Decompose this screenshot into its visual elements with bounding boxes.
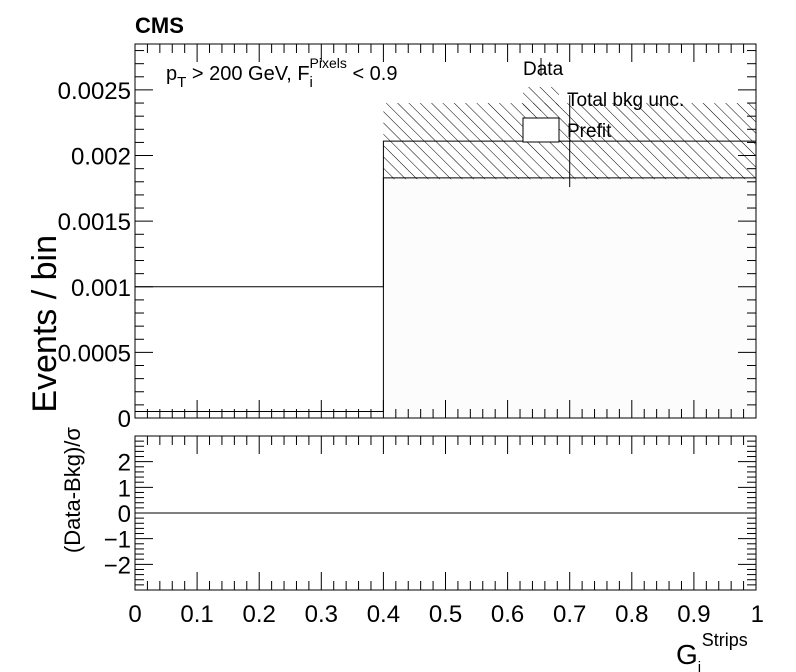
legend-entry-box: Prefit (522, 117, 612, 143)
main-y-tick-label: 0.001 (71, 275, 131, 302)
cms-label: CMS (135, 13, 184, 38)
ratio-y-tick-label: −2 (104, 552, 131, 579)
x-tick-label: 0.2 (243, 601, 276, 628)
legend-hatch-swatch (523, 87, 559, 111)
main-plot-panel: 0 0.0005 0.001 0.0015 0.002 0.0025 CMS pT > 2… (26, 13, 757, 433)
x-tick-label: 0.8 (615, 601, 648, 628)
x-label-subscript: i (698, 659, 701, 672)
x-tick-label: 0.9 (677, 601, 710, 628)
x-axis-label: GiStrips (676, 630, 748, 672)
legend-box-swatch (522, 117, 560, 143)
x-tick-label: 0.3 (305, 601, 338, 628)
x-tick-label: 0.5 (429, 601, 462, 628)
cut-mid: > 200 GeV, F (186, 63, 309, 85)
ratio-y-axis-label: (Data-Bkg)/σ (60, 427, 85, 553)
ratio-y-tick-label: −1 (104, 527, 131, 554)
x-tick-label: 0.1 (180, 601, 213, 628)
x-tick-label: 1 (751, 601, 764, 628)
ratio-y-tick-label: 0 (118, 501, 131, 528)
main-y-tick-label: 0.0015 (58, 209, 131, 236)
main-y-tick-label: 0.0005 (58, 340, 131, 367)
cut-p: p (166, 63, 177, 85)
cut-f-superscript: Pixels (310, 55, 347, 71)
cut-end: < 0.9 (347, 63, 398, 85)
legend-entry-marker: Data (523, 58, 564, 80)
x-label-base: G (676, 639, 698, 670)
legend-label: Prefit (567, 121, 612, 142)
x-tick-label: 0.6 (491, 601, 524, 628)
main-y-tick-label: 0.002 (71, 144, 131, 171)
prefit-bar-1 (383, 177, 756, 418)
ratio-y-tick-label: 1 (118, 475, 131, 502)
legend-entry-hatch: Total bkg unc. (523, 87, 684, 111)
x-tick-label: 0 (128, 601, 141, 628)
x-label-superscript: Strips (702, 630, 748, 650)
main-y-tick-label: 0 (118, 406, 131, 433)
main-y-tick-label: 0.0025 (58, 78, 131, 105)
x-tick-label: 0.7 (553, 601, 586, 628)
cut-f-subscript: i (310, 74, 313, 91)
legend-label: Data (523, 59, 564, 80)
selection-cut-label: pT > 200 GeV, FPixels i < 0.9 (166, 55, 398, 91)
cut-p-subscript: T (177, 74, 186, 91)
x-tick-label: 0.4 (367, 601, 400, 628)
ratio-y-tick-label: 2 (118, 450, 131, 477)
legend-label: Total bkg unc. (567, 90, 684, 111)
main-y-axis-label: Events / bin (26, 235, 64, 413)
